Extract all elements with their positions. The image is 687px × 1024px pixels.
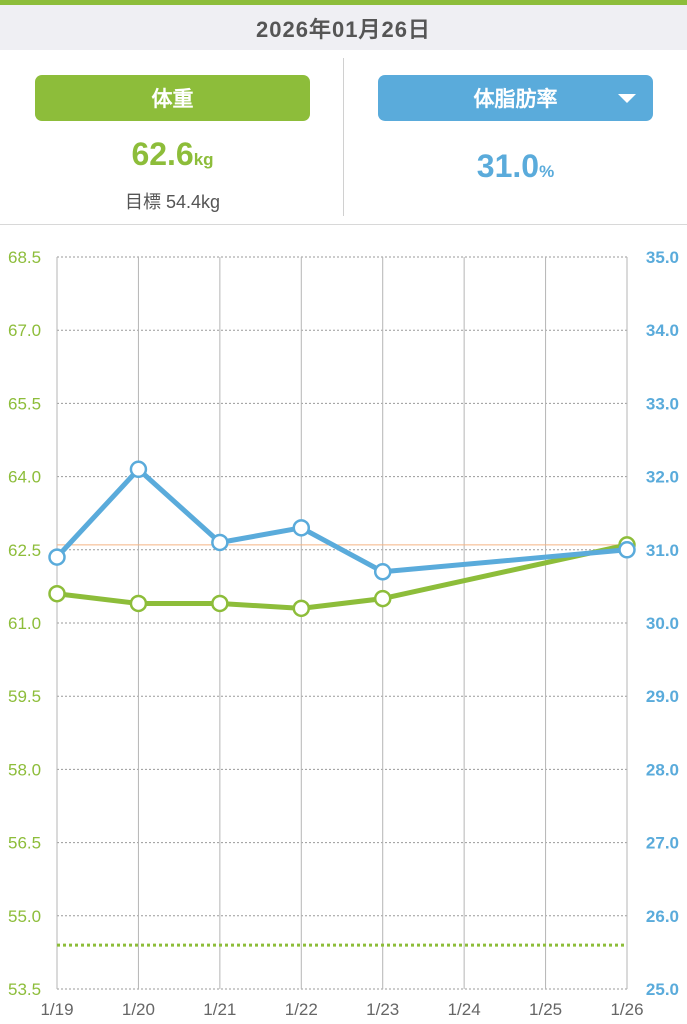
x-axis-tick-label: 1/19 — [40, 1000, 73, 1019]
body-fat-data-point — [211, 533, 229, 552]
body-fat-button-label: 体脂肪率 — [473, 88, 558, 111]
left-axis-tick-label: 59.5 — [8, 687, 41, 706]
right-axis-tick-label: 26.0 — [646, 907, 679, 926]
weight-data-point — [129, 594, 148, 613]
body-fat-data-point — [129, 460, 148, 479]
body-fat-value: 31.0% — [378, 148, 653, 185]
left-axis-tick-label: 67.0 — [8, 321, 41, 340]
x-axis-tick-label: 1/24 — [448, 1000, 481, 1019]
weight-unit: kg — [193, 150, 214, 169]
weight-data-point — [292, 599, 311, 618]
right-axis-tick-label: 25.0 — [646, 980, 679, 999]
right-axis-tick-label: 33.0 — [646, 394, 679, 413]
weight-number: 62.6 — [131, 136, 194, 172]
right-axis-tick-label: 32.0 — [646, 468, 679, 487]
weight-value: 62.6kg — [35, 136, 310, 173]
weight-fat-chart: 68.5 67.0 65.5 64.0 62.5 61.0 59.5 58.0 56.5 55.0… — [8, 248, 679, 1019]
right-axis-tick-label: 29.0 — [646, 687, 679, 706]
right-axis-tick-label: 35.0 — [646, 248, 679, 267]
weight-data-point — [48, 584, 66, 603]
left-axis-tick-label: 61.0 — [8, 614, 41, 633]
right-axis-tick-label: 28.0 — [646, 760, 679, 779]
body-fat-data-point — [48, 548, 66, 566]
body-fat-number: 31.0 — [476, 148, 540, 184]
right-axis-tick-label: 31.0 — [646, 541, 679, 560]
body-fat-data-point — [618, 541, 636, 559]
weight-button[interactable]: 体重 — [35, 75, 310, 121]
left-axis-tick-label: 62.5 — [8, 541, 41, 560]
right-axis-tick-label: 27.0 — [646, 834, 679, 853]
weight-target: 目標 54.4kg — [35, 188, 310, 214]
left-axis-tick-label: 65.5 — [8, 394, 41, 413]
left-axis-tick-label: 58.0 — [8, 760, 41, 779]
header-accent-bar — [0, 0, 687, 5]
left-axis-tick-label: 53.5 — [8, 980, 41, 999]
target-label: 目標 — [124, 192, 161, 212]
weight-data-point — [211, 594, 229, 613]
x-axis-tick-label: 1/20 — [122, 1000, 155, 1019]
panel-divider — [343, 58, 344, 216]
x-axis-tick-label: 1/22 — [285, 1000, 318, 1019]
x-axis-tick-label: 1/21 — [203, 1000, 236, 1019]
left-axis-tick-label: 56.5 — [8, 834, 41, 853]
x-axis-tick-label: 1/25 — [529, 1000, 562, 1019]
body-fat-unit: % — [539, 162, 555, 181]
weight-series-line — [54, 542, 630, 611]
target-value: 54.4kg — [165, 192, 221, 212]
date-header: 2026年01月26日 — [0, 5, 687, 50]
summary-panels: 体重 62.6kg 目標 54.4kg 体脂肪率 31.0% — [0, 50, 687, 225]
body-fat-data-point — [373, 563, 392, 581]
body-fat-data-point — [292, 519, 311, 537]
left-axis-tick-label: 64.0 — [8, 468, 41, 487]
left-axis-tick-label: 55.0 — [8, 907, 41, 926]
right-axis-tick-label: 34.0 — [646, 321, 679, 340]
body-fat-series-line — [54, 466, 630, 575]
left-axis-tick-label: 68.5 — [8, 248, 41, 267]
x-axis-tick-label: 1/26 — [610, 1000, 643, 1019]
x-axis-tick-label: 1/23 — [366, 1000, 399, 1019]
body-fat-dropdown-button[interactable]: 体脂肪率 — [378, 75, 653, 121]
weight-data-point — [373, 589, 392, 608]
caret-down-icon[interactable] — [618, 94, 636, 103]
right-axis-tick-label: 30.0 — [646, 614, 679, 633]
